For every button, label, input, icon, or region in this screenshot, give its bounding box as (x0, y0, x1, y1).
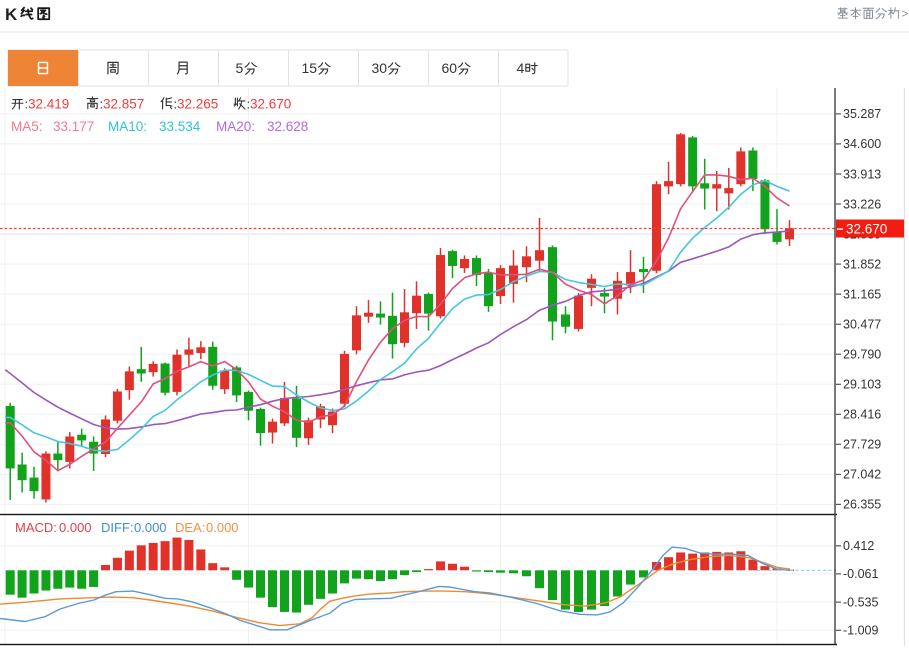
svg-text:MA20:: MA20: (216, 119, 255, 134)
svg-text::: : (247, 97, 251, 112)
svg-text:32.419: 32.419 (28, 97, 69, 112)
svg-text:MA10:: MA10: (108, 119, 147, 134)
svg-text:0.000: 0.000 (206, 520, 239, 535)
svg-text:32.857: 32.857 (103, 97, 144, 112)
svg-text:26.355: 26.355 (843, 498, 881, 512)
svg-text::: : (100, 97, 104, 112)
svg-text:MACD:: MACD: (15, 520, 57, 535)
svg-text::: : (25, 97, 29, 112)
svg-text:31.165: 31.165 (843, 287, 881, 301)
svg-text:35.287: 35.287 (843, 107, 881, 121)
svg-text:32.628: 32.628 (267, 119, 308, 134)
svg-text:-0.061: -0.061 (843, 567, 878, 581)
svg-text:-0.535: -0.535 (843, 595, 878, 609)
svg-text:K: K (5, 5, 18, 24)
svg-text:0.000: 0.000 (134, 520, 167, 535)
svg-text:33.177: 33.177 (53, 119, 94, 134)
svg-text:29.103: 29.103 (843, 378, 881, 392)
svg-text:4: 4 (517, 60, 525, 76)
svg-text:DIFF:: DIFF: (101, 520, 134, 535)
svg-text:32.265: 32.265 (177, 97, 218, 112)
svg-text:30.477: 30.477 (843, 318, 881, 332)
svg-text:MA5:: MA5: (11, 119, 43, 134)
svg-text:>: > (902, 7, 909, 21)
svg-text:0.412: 0.412 (843, 539, 874, 553)
svg-text:27.042: 27.042 (843, 468, 881, 482)
svg-text:33.226: 33.226 (843, 197, 881, 211)
svg-text:31.852: 31.852 (843, 257, 881, 271)
svg-text:34.600: 34.600 (843, 137, 881, 151)
svg-text:33.534: 33.534 (159, 119, 201, 134)
svg-text:32.670: 32.670 (250, 97, 291, 112)
svg-text:60: 60 (442, 60, 458, 76)
svg-text:-1.009: -1.009 (843, 624, 878, 638)
svg-text:28.416: 28.416 (843, 408, 881, 422)
svg-text::: : (174, 97, 178, 112)
svg-text:0.000: 0.000 (59, 520, 92, 535)
svg-text:30: 30 (372, 60, 388, 76)
svg-text:5: 5 (236, 60, 244, 76)
svg-text:27.729: 27.729 (843, 438, 881, 452)
svg-text:29.790: 29.790 (843, 348, 881, 362)
svg-text:15: 15 (302, 60, 318, 76)
svg-text:DEA:: DEA: (175, 520, 205, 535)
svg-text:33.913: 33.913 (843, 167, 881, 181)
svg-text:32.670: 32.670 (846, 221, 887, 236)
